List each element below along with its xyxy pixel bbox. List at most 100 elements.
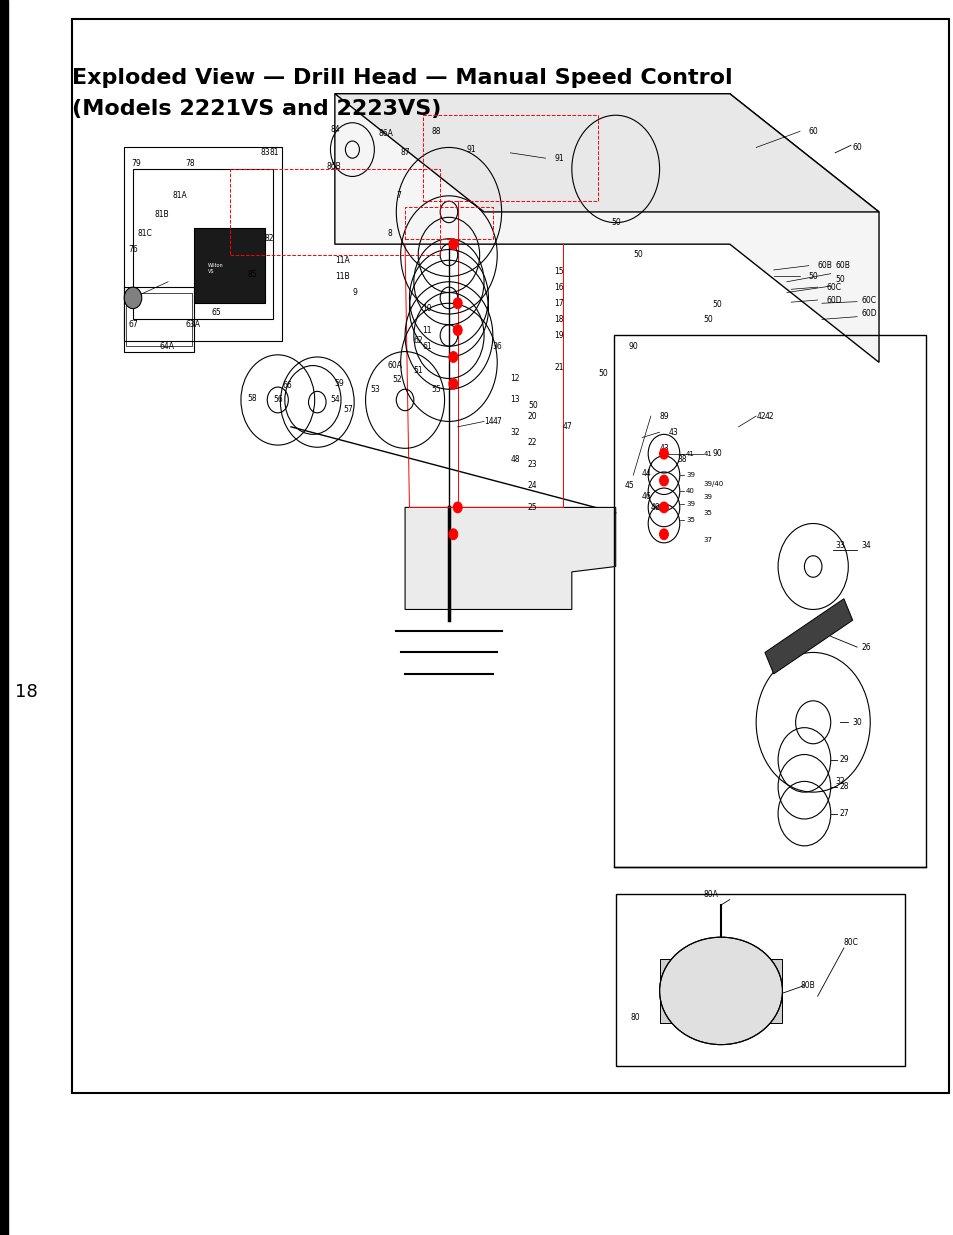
Ellipse shape [449, 378, 457, 389]
Text: 50: 50 [834, 275, 844, 284]
Text: 39: 39 [685, 472, 694, 478]
Text: 54: 54 [330, 395, 340, 404]
Text: 87: 87 [400, 148, 410, 157]
Text: 21: 21 [554, 363, 563, 372]
Text: 86B: 86B [326, 162, 340, 172]
Polygon shape [335, 94, 878, 362]
Bar [194, 228, 264, 304]
Bar [132, 169, 274, 320]
Text: 82: 82 [264, 235, 274, 243]
Text: 84: 84 [330, 125, 339, 133]
Ellipse shape [449, 238, 457, 249]
Text: 80C: 80C [843, 939, 858, 947]
Text: 8: 8 [387, 228, 392, 238]
Text: 81A: 81A [172, 191, 187, 200]
Text: 43: 43 [668, 427, 678, 437]
Text: 39: 39 [702, 494, 712, 500]
Text: 76: 76 [129, 245, 138, 254]
Text: 35: 35 [702, 510, 712, 516]
Text: 86A: 86A [378, 128, 394, 138]
Text: 12: 12 [510, 374, 519, 383]
Text: 46: 46 [641, 493, 651, 501]
Text: 81C: 81C [137, 228, 152, 238]
Text: 24: 24 [527, 482, 537, 490]
Text: Exploded View — Drill Head — Manual Speed Control: Exploded View — Drill Head — Manual Spee… [71, 68, 731, 88]
Text: 90: 90 [712, 450, 721, 458]
Text: 15: 15 [554, 267, 563, 275]
Bar [405, 206, 493, 238]
Text: 10: 10 [422, 304, 432, 314]
Text: 57: 57 [343, 405, 353, 414]
Text: 35: 35 [685, 517, 694, 524]
Text: 53: 53 [370, 385, 379, 394]
Text: 23: 23 [527, 459, 537, 469]
Polygon shape [405, 508, 615, 610]
Text: 60C: 60C [825, 283, 841, 291]
Text: 47: 47 [562, 422, 572, 431]
Text: 56: 56 [274, 395, 283, 404]
Text: 67: 67 [129, 320, 138, 330]
Text: 91: 91 [466, 144, 476, 154]
Text: 22: 22 [527, 438, 537, 447]
Bar [615, 894, 904, 1066]
Text: 17: 17 [554, 299, 563, 308]
Text: 49: 49 [650, 503, 659, 511]
Text: 62: 62 [414, 336, 423, 346]
Text: 90: 90 [628, 342, 638, 351]
Text: 25: 25 [527, 503, 537, 511]
Text: 29: 29 [839, 756, 848, 764]
Text: 18: 18 [554, 315, 563, 324]
Text: 11A: 11A [335, 256, 349, 264]
Text: 45: 45 [624, 482, 634, 490]
Text: 65: 65 [212, 309, 221, 317]
Text: 39/40: 39/40 [702, 480, 723, 487]
Text: 80B: 80B [800, 981, 814, 990]
Ellipse shape [659, 529, 668, 540]
Text: 50: 50 [702, 315, 713, 324]
Ellipse shape [659, 475, 668, 485]
Ellipse shape [453, 325, 461, 336]
Text: 85: 85 [247, 269, 256, 279]
Text: 47: 47 [493, 417, 502, 426]
Ellipse shape [659, 937, 781, 1045]
Text: 41: 41 [702, 451, 712, 457]
Text: 37: 37 [702, 537, 712, 542]
Bar [71, 19, 948, 1093]
Bar [124, 147, 282, 341]
Text: 42: 42 [756, 411, 765, 421]
Text: 50: 50 [712, 300, 721, 309]
Text: 55: 55 [431, 385, 440, 394]
Text: 39: 39 [685, 501, 694, 508]
Text: 7: 7 [395, 191, 401, 200]
Text: 32: 32 [834, 777, 843, 785]
Text: 80A: 80A [702, 889, 718, 899]
Text: 60C: 60C [861, 295, 876, 305]
Text: 40: 40 [685, 488, 694, 494]
Text: 26: 26 [861, 642, 870, 652]
Bar [422, 115, 598, 201]
Text: 41: 41 [685, 451, 694, 457]
Text: 78: 78 [186, 159, 195, 168]
Text: 34: 34 [861, 541, 870, 550]
Text: 91: 91 [554, 153, 563, 163]
Text: 64A: 64A [159, 342, 174, 351]
Text: 81B: 81B [154, 210, 170, 219]
Text: 63A: 63A [186, 320, 200, 330]
Text: 18: 18 [15, 683, 38, 700]
Polygon shape [764, 599, 852, 674]
Bar [659, 958, 781, 1023]
Text: 38: 38 [677, 454, 686, 463]
Text: 48: 48 [510, 454, 519, 463]
Text: 60B: 60B [817, 261, 832, 270]
Text: 58: 58 [247, 394, 256, 404]
Bar [124, 288, 194, 352]
Text: 66: 66 [282, 382, 292, 390]
Bar [0, 0, 8, 1235]
Bar [126, 293, 193, 346]
Bar [230, 169, 439, 254]
Text: 42: 42 [764, 411, 774, 421]
Text: (Models 2221VS and 2223VS): (Models 2221VS and 2223VS) [71, 99, 440, 119]
Text: 36: 36 [493, 342, 502, 351]
Text: Wilton: Wilton [208, 263, 223, 268]
Ellipse shape [449, 352, 457, 362]
